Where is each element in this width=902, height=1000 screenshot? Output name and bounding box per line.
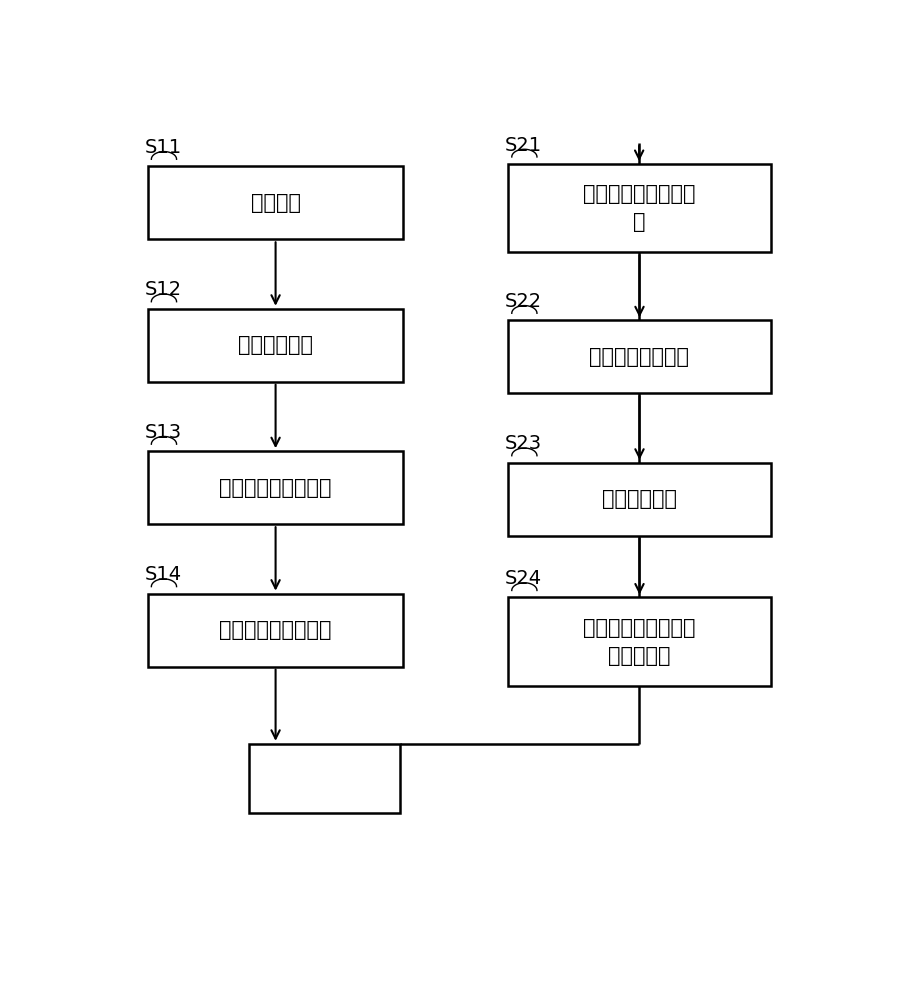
Text: S23: S23 bbox=[504, 434, 541, 453]
Bar bbox=[148, 166, 403, 239]
Bar bbox=[508, 463, 770, 536]
Bar bbox=[508, 164, 770, 252]
Text: 在模型上定位电极: 在模型上定位电极 bbox=[589, 347, 689, 367]
Text: 处理图像并估计张量: 处理图像并估计张量 bbox=[219, 478, 331, 498]
Text: 在模型内识别目标体
积: 在模型内识别目标体 积 bbox=[583, 184, 695, 232]
Text: 图像采集: 图像采集 bbox=[251, 193, 300, 213]
Text: S24: S24 bbox=[504, 569, 541, 588]
Text: S13: S13 bbox=[144, 423, 181, 442]
Bar bbox=[148, 451, 403, 524]
Bar bbox=[249, 744, 400, 813]
Text: 找到在目标区域中优
化场的布局: 找到在目标区域中优 化场的布局 bbox=[583, 618, 695, 666]
Text: S14: S14 bbox=[144, 565, 181, 584]
Text: S11: S11 bbox=[144, 138, 181, 157]
Text: S12: S12 bbox=[144, 280, 181, 299]
Bar bbox=[508, 597, 770, 686]
Text: S21: S21 bbox=[504, 136, 541, 155]
Bar bbox=[148, 309, 403, 382]
Text: S22: S22 bbox=[504, 292, 541, 311]
Text: 处理结构图像: 处理结构图像 bbox=[238, 335, 313, 355]
Text: 计算所得电场: 计算所得电场 bbox=[602, 489, 676, 509]
Bar bbox=[148, 594, 403, 667]
Text: 在模型内映射导电率: 在模型内映射导电率 bbox=[219, 620, 331, 640]
Bar bbox=[508, 320, 770, 393]
